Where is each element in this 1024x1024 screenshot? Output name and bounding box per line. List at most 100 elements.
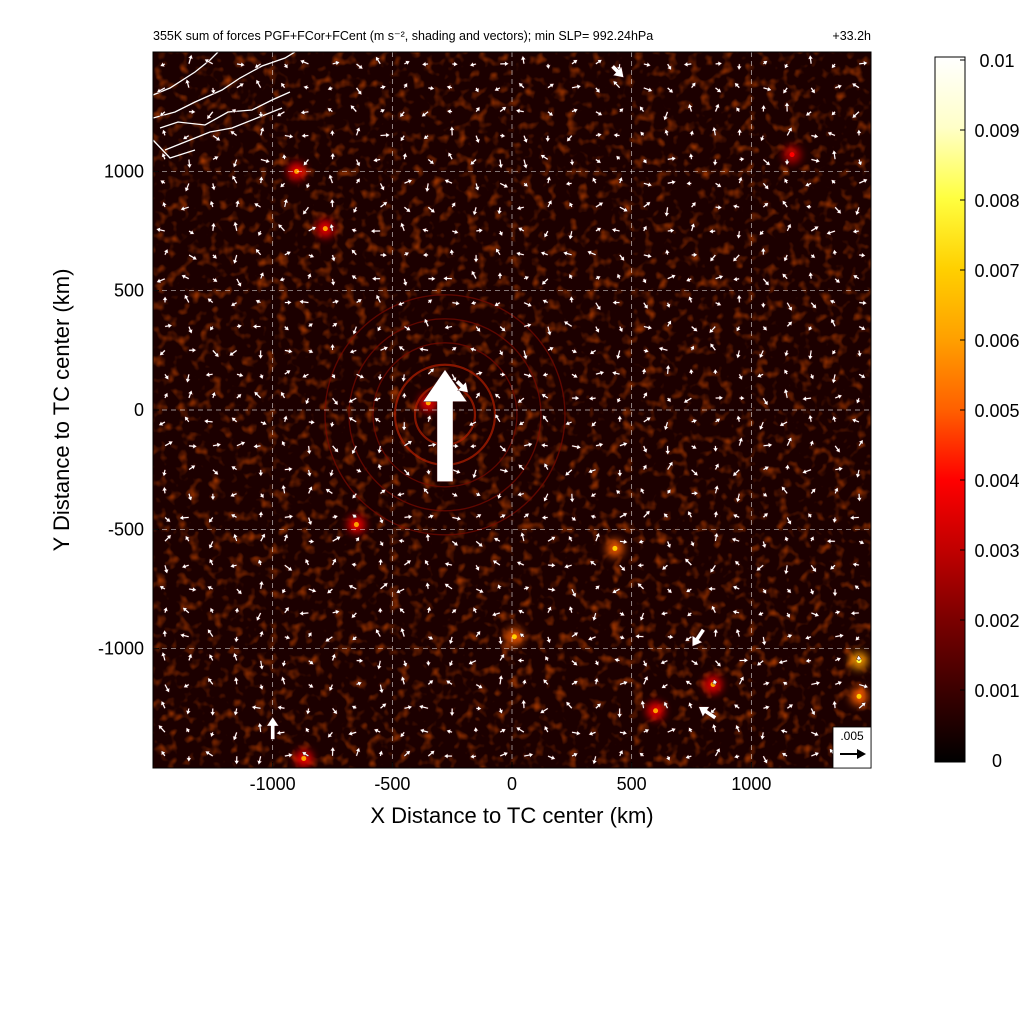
force-vector: [233, 676, 240, 685]
force-vector: [736, 128, 743, 136]
force-vector: [257, 350, 264, 360]
force-vector: [571, 348, 578, 354]
force-vector: [858, 300, 868, 306]
force-vector: [469, 443, 477, 449]
force-vector: [377, 607, 384, 614]
force-vector: [589, 349, 597, 355]
force-vector: [637, 562, 644, 569]
force-vector-large: [692, 628, 706, 647]
force-vector: [858, 539, 865, 545]
tc-ring: [372, 342, 518, 488]
force-vector: [255, 612, 262, 622]
force-vector: [618, 107, 624, 114]
force-vector: [690, 468, 699, 477]
force-vector: [545, 63, 551, 70]
force-vector: [660, 610, 668, 617]
force-vector: [735, 106, 741, 113]
force-vector: [163, 392, 169, 399]
force-vector: [663, 421, 670, 431]
force-vector: [615, 155, 622, 161]
force-vector: [739, 156, 745, 163]
force-vector: [516, 205, 525, 211]
force-vector: [498, 349, 504, 357]
force-vector: [474, 564, 480, 572]
force-vector: [782, 87, 789, 95]
force-vector: [446, 728, 453, 735]
force-vector: [331, 707, 338, 715]
force-vector: [331, 322, 338, 328]
force-vector: [472, 206, 478, 216]
force-vector: [355, 158, 361, 167]
force-vector: [448, 636, 454, 645]
force-vector: [253, 202, 262, 209]
hotspot-layer: [287, 145, 869, 768]
force-vector: [164, 440, 174, 447]
force-vector: [783, 177, 789, 184]
force-vector: [760, 302, 767, 309]
force-vector: [547, 83, 555, 89]
force-vector: [234, 199, 241, 208]
force-vector: [401, 421, 408, 432]
force-vector: [231, 417, 238, 423]
force-vector: [852, 561, 860, 568]
force-vector: [784, 464, 791, 470]
force-vector: [475, 513, 482, 519]
force-vector: [209, 731, 216, 738]
force-vector: [687, 510, 693, 519]
force-vector: [690, 201, 697, 208]
force-vector: [424, 581, 431, 590]
force-vector: [571, 373, 579, 379]
colorbar-tick-label: 0.01: [979, 51, 1014, 71]
force-vector: [854, 206, 861, 216]
force-vector: [232, 221, 239, 232]
force-vector: [427, 158, 435, 165]
force-vector: [541, 514, 549, 521]
force-vector: [277, 223, 286, 232]
force-vector: [539, 707, 549, 714]
force-vector: [786, 633, 793, 639]
force-vector: [855, 635, 861, 642]
force-vector: [427, 442, 437, 448]
force-vector: [518, 420, 525, 426]
force-vector: [427, 367, 435, 376]
force-vector: [418, 346, 429, 353]
force-vector: [858, 325, 866, 331]
force-vector: [426, 606, 432, 614]
reference-vector-box: [832, 726, 872, 769]
force-vector: [595, 132, 603, 138]
force-vector: [491, 611, 501, 617]
force-vector: [691, 490, 699, 497]
force-vector: [616, 415, 623, 423]
force-vector: [737, 373, 743, 381]
force-vector: [373, 396, 381, 402]
force-vector: [664, 128, 670, 137]
force-vector: [376, 660, 383, 671]
force-vector: [638, 538, 645, 545]
force-vector: [447, 151, 454, 161]
force-vector: [211, 253, 218, 260]
force-vector: [801, 468, 812, 475]
force-vector: [451, 300, 461, 307]
force-vector: [713, 532, 720, 542]
force-vector: [164, 516, 171, 523]
force-vector: [858, 252, 866, 259]
force-vector: [499, 182, 509, 189]
force-vector: [810, 157, 821, 164]
force-vector: [188, 347, 197, 354]
force-vector: [810, 564, 817, 573]
force-vector: [807, 512, 813, 519]
force-vector: [302, 84, 309, 91]
force-vector: [595, 59, 603, 65]
force-vector: [356, 657, 364, 664]
force-vector: [403, 60, 411, 66]
force-vector: [810, 301, 817, 309]
force-vector: [666, 63, 672, 71]
force-vector: [594, 585, 601, 591]
force-vector: [691, 252, 698, 258]
force-vector: [451, 346, 457, 352]
force-vector: [618, 564, 626, 572]
force-vector: [810, 731, 820, 737]
force-vector: [329, 746, 336, 757]
force-vector: [782, 200, 789, 208]
force-vector: [257, 230, 263, 237]
